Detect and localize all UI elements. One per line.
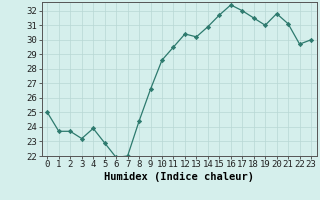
X-axis label: Humidex (Indice chaleur): Humidex (Indice chaleur) — [104, 172, 254, 182]
